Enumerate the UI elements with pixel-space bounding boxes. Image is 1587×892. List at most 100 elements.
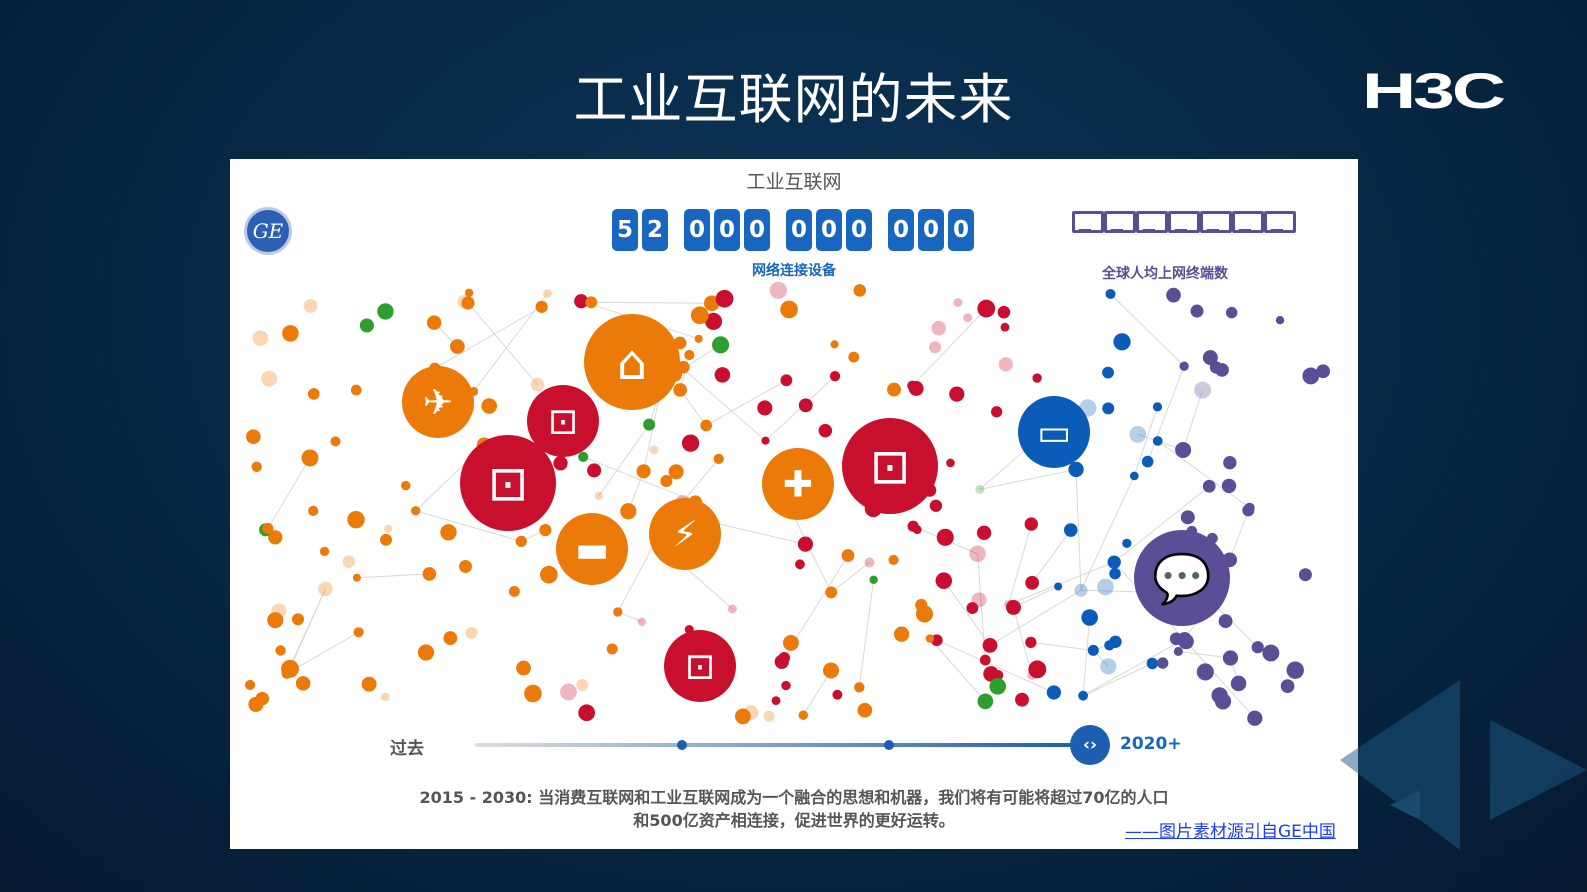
network-node bbox=[587, 463, 602, 478]
network-node bbox=[1179, 361, 1189, 371]
network-node bbox=[384, 524, 393, 533]
network-link bbox=[473, 293, 548, 392]
network-node bbox=[1152, 436, 1163, 446]
network-node bbox=[1275, 316, 1285, 325]
network-node bbox=[576, 679, 589, 691]
network-link bbox=[858, 579, 875, 688]
hub-circle bbox=[1018, 396, 1090, 468]
network-node bbox=[763, 710, 775, 722]
network-node bbox=[261, 370, 278, 387]
network-node bbox=[1302, 367, 1320, 385]
network-node bbox=[915, 605, 934, 623]
network-link bbox=[1110, 293, 1185, 367]
timeline-slider[interactable] bbox=[475, 740, 1075, 750]
counter-digit: 0 bbox=[684, 209, 710, 251]
hub-circle bbox=[1134, 530, 1230, 626]
counter-digit: 0 bbox=[918, 209, 944, 251]
network-node bbox=[929, 499, 943, 512]
hub-workflow-icon: ⊡ bbox=[664, 630, 736, 702]
hub-airplane-icon: ✈ bbox=[402, 366, 474, 438]
monitor-icons bbox=[1072, 211, 1296, 235]
network-node bbox=[700, 419, 712, 432]
timeline-handle[interactable]: ‹› bbox=[1070, 725, 1110, 765]
network-node bbox=[318, 581, 333, 597]
network-node bbox=[1202, 479, 1216, 493]
caption-line: 2015 - 2030: 当消费互联网和工业互联网成为一个融合的思想和机器，我们… bbox=[419, 788, 1169, 807]
caption: 2015 - 2030: 当消费互联网和工业互联网成为一个融合的思想和机器，我们… bbox=[230, 786, 1358, 832]
network-link bbox=[929, 638, 986, 702]
network-node bbox=[246, 429, 261, 445]
network-link bbox=[1182, 389, 1204, 451]
timeline-dot[interactable] bbox=[677, 740, 687, 750]
monitor-icon bbox=[1200, 211, 1232, 235]
digit-spacer bbox=[876, 209, 884, 251]
network-node bbox=[935, 572, 953, 589]
network-node bbox=[539, 523, 552, 537]
network-node bbox=[869, 575, 878, 584]
network-node bbox=[308, 505, 319, 516]
network-node bbox=[359, 318, 374, 333]
network-node bbox=[912, 525, 922, 534]
counter-digit: 0 bbox=[948, 209, 974, 251]
network-node bbox=[461, 296, 475, 310]
network-node bbox=[426, 315, 442, 330]
network-node bbox=[1107, 555, 1121, 569]
network-node bbox=[780, 300, 798, 319]
network-node bbox=[524, 684, 542, 703]
network-node bbox=[1152, 402, 1163, 412]
source-link[interactable]: ——图片素材源引自GE中国 bbox=[1123, 817, 1338, 842]
network-node bbox=[649, 445, 659, 455]
network-node bbox=[1221, 478, 1237, 494]
workflow-icon: ⊡ bbox=[870, 439, 910, 495]
network-node bbox=[715, 289, 734, 308]
network-node bbox=[982, 637, 998, 653]
network-node bbox=[465, 626, 478, 639]
network-node bbox=[1105, 288, 1116, 300]
network-node bbox=[1214, 693, 1232, 710]
counter-label: 网络连接设备 bbox=[752, 263, 836, 279]
network-node bbox=[301, 449, 319, 467]
medical-plus-icon: ✚ bbox=[783, 465, 813, 506]
network-node bbox=[245, 679, 256, 690]
network-node bbox=[443, 631, 458, 646]
network-link bbox=[1133, 406, 1158, 477]
network-link bbox=[1082, 617, 1091, 696]
timeline-dot[interactable] bbox=[884, 740, 894, 750]
network-link bbox=[830, 562, 870, 593]
network-node bbox=[1087, 644, 1099, 656]
infographic-title: 工业互联网 bbox=[746, 171, 842, 193]
network-node bbox=[830, 340, 839, 349]
network-node bbox=[757, 400, 773, 416]
network-link bbox=[1080, 475, 1135, 591]
network-link bbox=[1013, 586, 1059, 608]
network-link bbox=[1082, 662, 1153, 697]
hub-circle bbox=[402, 366, 474, 438]
network-node bbox=[268, 530, 283, 545]
network-node bbox=[1177, 631, 1192, 646]
network-node bbox=[983, 666, 999, 682]
network-node bbox=[1025, 575, 1040, 590]
hub-devices-icon: ▭ bbox=[1018, 396, 1090, 468]
network-node bbox=[848, 351, 860, 363]
network-node bbox=[1102, 366, 1114, 379]
monitor-icon bbox=[1232, 211, 1264, 235]
workflow-icon: ⊡ bbox=[548, 402, 578, 443]
hub-train-icon: ▬ bbox=[556, 513, 628, 585]
network-node bbox=[594, 491, 604, 501]
network-node bbox=[1286, 661, 1304, 679]
network-node bbox=[574, 294, 589, 309]
network-node bbox=[560, 683, 577, 701]
network-link bbox=[1075, 469, 1082, 591]
network-link bbox=[1113, 485, 1210, 563]
ge-logo: GE bbox=[244, 207, 292, 255]
network-node bbox=[979, 654, 991, 666]
network-node bbox=[1078, 690, 1089, 701]
network-node bbox=[281, 668, 293, 679]
network-link bbox=[1147, 366, 1185, 462]
network-node bbox=[1109, 567, 1121, 580]
network-node bbox=[516, 660, 531, 676]
network-link bbox=[1008, 561, 1115, 605]
network-node bbox=[1063, 523, 1078, 537]
network-link bbox=[989, 589, 1082, 646]
